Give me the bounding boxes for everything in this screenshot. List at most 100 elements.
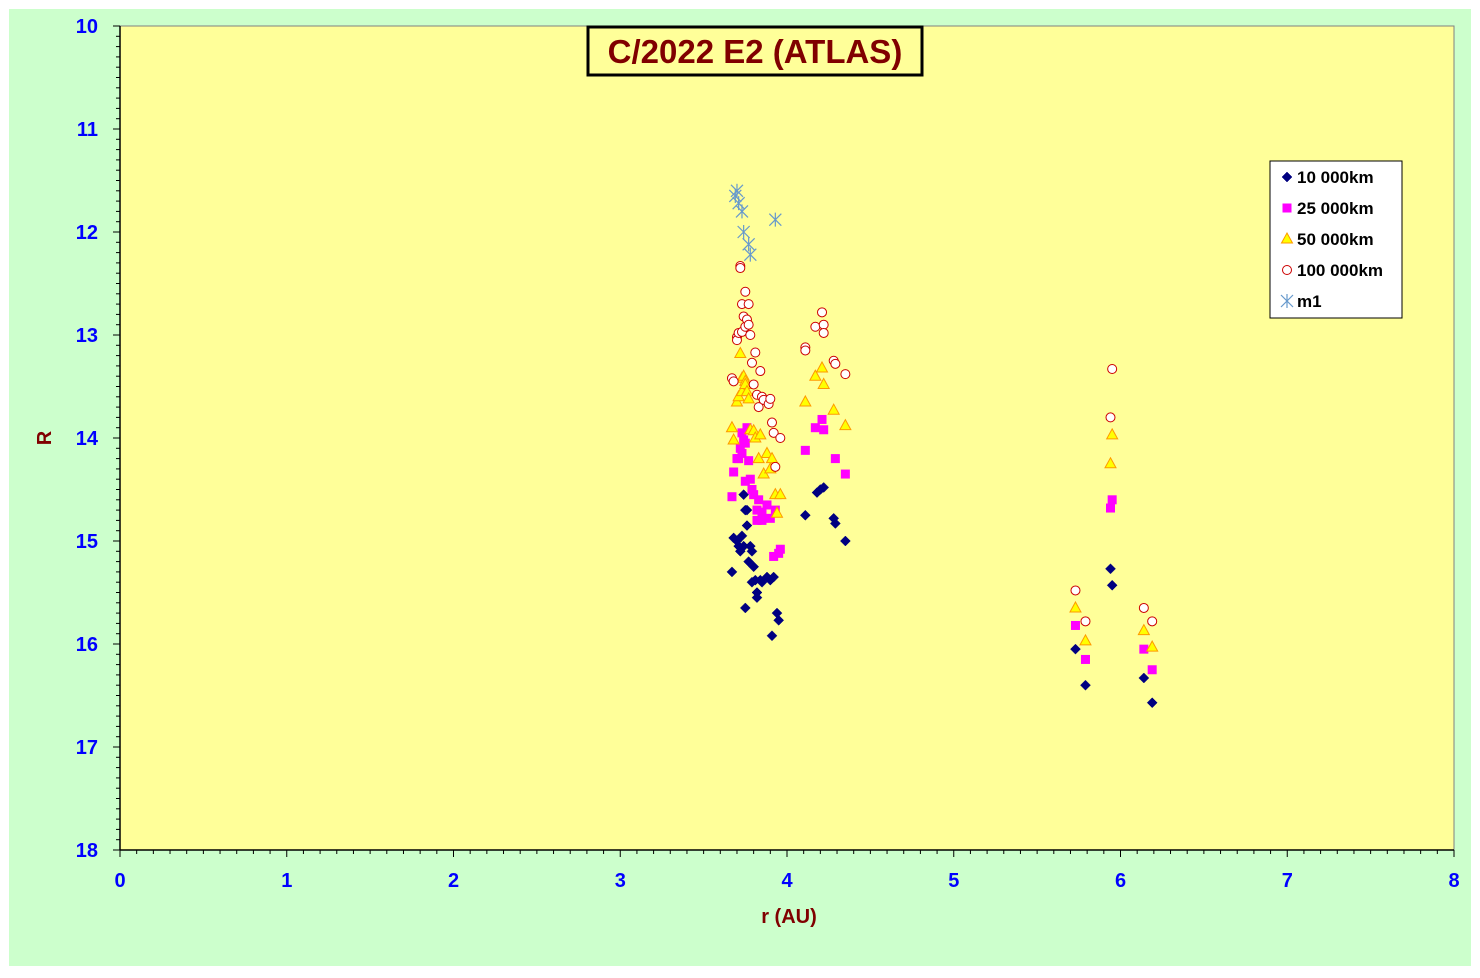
data-point	[1105, 503, 1115, 513]
data-point	[1079, 633, 1092, 646]
data-point	[734, 454, 744, 464]
data-point	[1147, 665, 1157, 675]
data-point	[749, 490, 759, 500]
data-point	[800, 445, 810, 455]
data-point	[748, 561, 760, 573]
legend-box	[1269, 160, 1403, 319]
data-point	[800, 345, 811, 356]
data-point	[757, 515, 767, 525]
data-point	[751, 592, 763, 604]
data-point	[760, 446, 774, 458]
y-tick-label: 15	[76, 531, 98, 553]
data-point	[810, 321, 821, 332]
data-point	[1105, 563, 1116, 575]
data-point	[1080, 654, 1090, 664]
data-point	[765, 451, 779, 464]
x-tick-label: 8	[1448, 870, 1459, 892]
x-tick-label: 1	[281, 870, 292, 892]
data-point	[752, 515, 762, 525]
data-point	[1139, 644, 1149, 654]
data-point	[810, 423, 820, 433]
data-point	[770, 506, 784, 518]
data-point	[1138, 602, 1149, 613]
data-point	[840, 469, 850, 479]
axis-ticks	[113, 25, 1455, 857]
data-point	[765, 393, 776, 404]
legend-label: 25 000km	[1297, 199, 1374, 218]
data-point	[765, 513, 775, 523]
data-point	[750, 347, 761, 358]
data-point	[746, 545, 758, 557]
legend-marker	[1282, 265, 1292, 275]
legend-entries: 10 000km 25 000km 50 000km 100 000km m1	[1280, 168, 1383, 311]
data-point	[740, 438, 750, 448]
data-point	[818, 327, 829, 338]
data-point	[727, 433, 740, 445]
legend-label: 100 000km	[1297, 261, 1383, 280]
data-point	[737, 225, 751, 239]
data-point	[1146, 697, 1158, 709]
data-point	[735, 204, 749, 219]
data-point	[725, 420, 739, 433]
legend-label: 10 000km	[1297, 168, 1374, 187]
x-tick-label: 4	[781, 870, 793, 892]
data-point	[766, 630, 778, 642]
series-m1	[728, 183, 782, 262]
data-point	[743, 299, 754, 310]
data-point	[740, 476, 750, 486]
data-point	[775, 433, 786, 443]
data-point	[839, 418, 852, 431]
data-point	[1070, 620, 1080, 630]
data-point	[736, 530, 748, 542]
data-point	[1080, 616, 1091, 627]
data-point	[755, 366, 766, 377]
data-point	[733, 346, 747, 359]
data-point	[1145, 640, 1159, 652]
data-point	[762, 500, 772, 510]
data-point	[819, 425, 829, 435]
data-point	[741, 504, 753, 516]
data-point	[740, 286, 751, 297]
data-point	[830, 518, 841, 529]
data-point	[742, 423, 752, 433]
data-point	[746, 357, 757, 368]
y-tick-label: 13	[76, 325, 98, 347]
x-axis-title: r (AU)	[761, 906, 817, 928]
data-point	[744, 456, 754, 466]
data-point	[769, 551, 779, 561]
data-point	[752, 505, 762, 515]
data-point	[768, 571, 780, 583]
data-point	[1080, 679, 1091, 691]
data-point	[745, 474, 755, 484]
data-point	[753, 427, 767, 440]
series-50-000km	[725, 346, 1159, 652]
data-point	[1106, 579, 1118, 591]
data-point	[753, 402, 764, 413]
data-point	[775, 544, 785, 554]
data-point	[766, 417, 777, 428]
data-point	[754, 495, 764, 505]
y-tick-label: 11	[77, 119, 98, 141]
data-point	[735, 263, 746, 274]
data-point	[729, 467, 739, 477]
y-tick-label: 16	[76, 634, 98, 656]
legend-marker	[1281, 171, 1293, 183]
data-point	[815, 360, 829, 373]
data-point	[818, 319, 829, 330]
data-point	[735, 443, 745, 453]
data-point	[1105, 412, 1116, 423]
data-point	[747, 485, 757, 494]
x-tick-label: 5	[948, 870, 959, 892]
data-point	[737, 428, 747, 438]
data-point	[1070, 643, 1081, 655]
data-point	[773, 487, 787, 500]
series-10-000km	[726, 482, 1158, 709]
data-point	[726, 566, 738, 578]
series-25-000km	[727, 414, 1157, 675]
data-point	[728, 376, 739, 387]
x-tick-label: 2	[448, 870, 459, 892]
data-point	[798, 394, 812, 407]
